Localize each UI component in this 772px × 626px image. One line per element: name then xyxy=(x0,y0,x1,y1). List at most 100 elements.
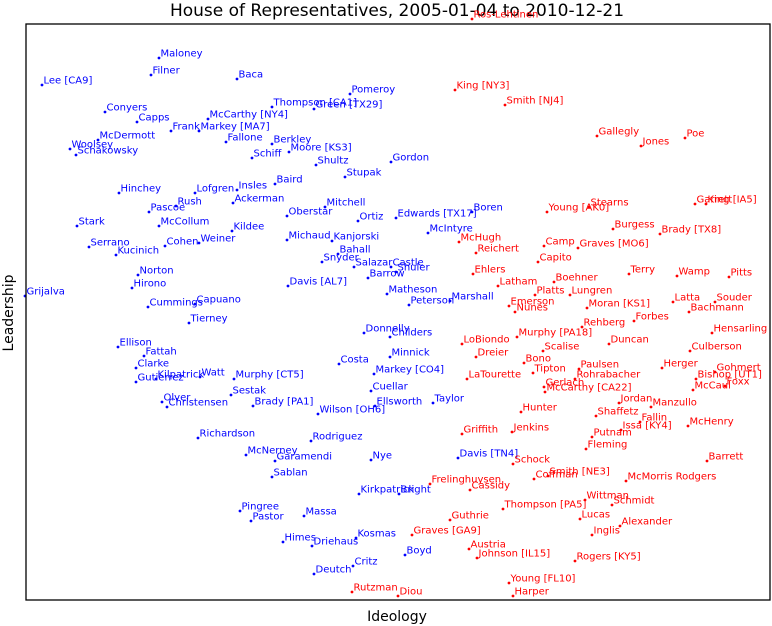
dem-point-label: Berkley xyxy=(274,135,312,146)
dem-point-marker xyxy=(142,354,146,358)
rep-point-label: Camp xyxy=(546,237,575,248)
rep-point-label: Johnson [IL15] xyxy=(478,549,551,560)
dem-point-label: Salazar xyxy=(356,258,394,269)
rep-point-label: McHenry xyxy=(690,417,734,428)
rep-point-label: Coffman xyxy=(536,470,578,481)
rep-point-marker xyxy=(675,274,679,278)
dem-point-marker xyxy=(146,305,150,309)
dem-point-label: Ellison xyxy=(120,338,152,349)
dem-point-label: Kildee xyxy=(234,222,265,233)
dem-point-label: Maloney xyxy=(161,49,203,60)
rep-point-marker xyxy=(545,210,549,214)
rep-point-label: Putnam xyxy=(594,428,632,439)
rep-point-marker xyxy=(515,335,519,339)
dem-point-label: Garamendi xyxy=(277,452,332,463)
dem-point-marker xyxy=(251,404,255,408)
rep-point-label: Guthrie xyxy=(452,511,489,522)
rep-point-marker xyxy=(595,134,599,138)
dem-point-label: Norton xyxy=(140,266,174,277)
dem-point-label: Minnick xyxy=(392,348,430,359)
dem-point-marker xyxy=(285,238,289,242)
dem-point-marker xyxy=(68,147,72,151)
dem-point-marker xyxy=(232,377,236,381)
rep-point-label: Cassidy xyxy=(472,481,511,492)
dem-point-marker xyxy=(117,191,121,195)
rep-point-label: Hunter xyxy=(523,403,558,414)
rep-point-marker xyxy=(618,524,622,528)
dem-point-label: Kanjorski xyxy=(334,232,380,243)
rep-point-marker xyxy=(470,17,474,21)
rep-point-label: Lucas xyxy=(582,510,611,521)
rep-point-label: Souder xyxy=(717,293,753,304)
rep-point-label: Burgess xyxy=(615,220,655,231)
dem-point-marker xyxy=(372,372,376,376)
rep-point-label: Rutzman xyxy=(354,583,398,594)
rep-point-marker xyxy=(503,103,507,107)
dem-point-label: Conyers xyxy=(107,103,148,114)
dem-point-label: Ortiz xyxy=(360,212,384,223)
dem-point-label: Wilson [OH6] xyxy=(320,405,386,416)
dem-point-marker xyxy=(196,436,200,440)
rep-point-marker xyxy=(704,202,708,206)
dem-point-label: Himes xyxy=(285,533,316,544)
dem-point-label: Richardson xyxy=(200,429,256,440)
dem-point-marker xyxy=(286,284,290,288)
rep-point-marker xyxy=(624,479,628,483)
dem-point-label: Thompson [CA1] xyxy=(273,98,358,109)
dem-point-marker xyxy=(130,286,134,290)
rep-point-marker xyxy=(568,293,572,297)
x-axis-label: Ideology xyxy=(367,609,427,625)
dem-point-marker xyxy=(114,253,118,257)
dem-point-marker xyxy=(134,366,138,370)
dem-point-label: Grijalva xyxy=(27,287,65,298)
dem-point-label: Edwards [TX17] xyxy=(398,209,477,220)
rep-point-marker xyxy=(671,300,675,304)
dem-point-label: Frank xyxy=(173,122,201,133)
rep-point-marker xyxy=(590,435,594,439)
dem-point-marker xyxy=(426,231,430,235)
dem-point-label: Green [TX29] xyxy=(316,100,383,111)
rep-point-marker xyxy=(638,420,642,424)
dem-point-label: Kilpatrick xyxy=(158,370,205,381)
dem-point-label: Markey [MA7] xyxy=(201,122,270,133)
rep-point-marker xyxy=(611,227,615,231)
rep-point-label: Rogers [KY5] xyxy=(577,552,641,563)
rep-point-label: Wamp xyxy=(679,267,710,278)
rep-point-label: Jordan xyxy=(620,394,653,405)
plot-frame xyxy=(25,23,771,601)
dem-point-marker xyxy=(157,224,161,228)
dem-point-marker xyxy=(40,83,44,87)
rep-point-label: Bono xyxy=(526,354,551,365)
dem-point-marker xyxy=(397,492,401,496)
rep-point-marker xyxy=(543,390,547,394)
rep-point-label: Diou xyxy=(400,587,423,598)
rep-point-marker xyxy=(705,459,709,463)
dem-point-marker xyxy=(197,241,201,245)
dem-point-label: Fattah xyxy=(146,347,177,358)
dem-point-label: Massa xyxy=(306,507,337,518)
dem-point-label: Driehaus xyxy=(314,537,359,548)
rep-point-marker xyxy=(627,272,631,276)
rep-point-marker xyxy=(658,232,662,236)
rep-point-marker xyxy=(694,377,698,381)
dem-point-marker xyxy=(357,492,361,496)
dem-point-marker xyxy=(407,303,411,307)
dem-point-label: Peterson xyxy=(411,296,455,307)
rep-point-marker xyxy=(533,293,537,297)
rep-point-label: Wittman xyxy=(587,491,630,502)
dem-point-label: Rodriguez xyxy=(313,432,363,443)
dem-point-label: Taylor xyxy=(434,394,465,405)
dem-point-label: Costa xyxy=(341,355,369,366)
dem-point-label: Gutierrez xyxy=(138,373,184,384)
rep-point-marker xyxy=(587,205,591,209)
dem-point-marker xyxy=(394,270,398,274)
dem-point-label: Childers xyxy=(392,328,433,339)
rep-point-marker xyxy=(632,319,636,323)
rep-point-label: Forbes xyxy=(636,312,669,323)
dem-point-label: Capps xyxy=(139,113,170,124)
chart-title: House of Representatives, 2005-01-04 to … xyxy=(170,1,624,21)
dem-point-marker xyxy=(206,117,210,121)
dem-point-marker xyxy=(470,210,474,214)
rep-point-marker xyxy=(619,428,623,432)
rep-point-marker xyxy=(410,533,414,537)
